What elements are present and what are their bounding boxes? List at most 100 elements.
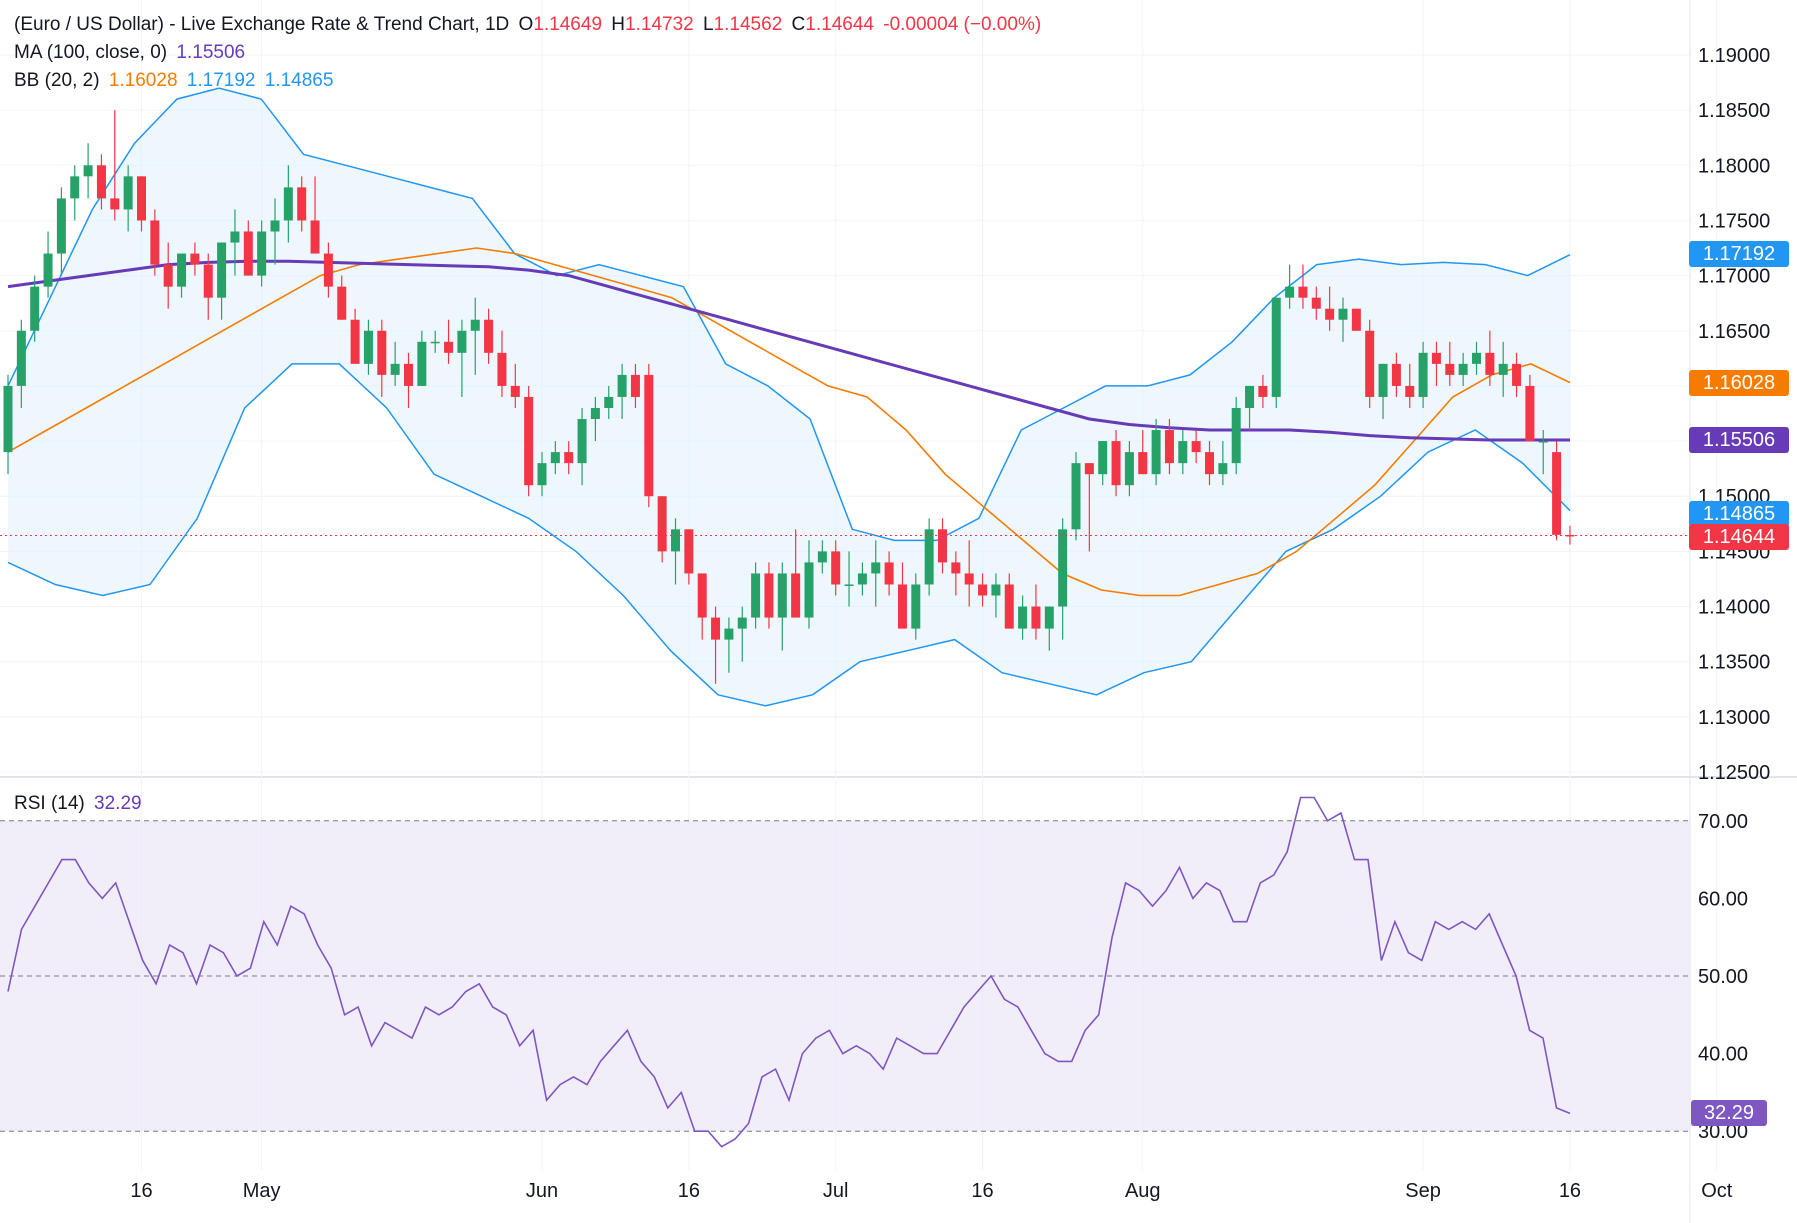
price-tick-label: 1.19000 [1698, 45, 1770, 67]
candle-body [1472, 352, 1481, 364]
price-tick-label: 1.13500 [1698, 652, 1770, 674]
rsi-badge: 32.29 [1691, 1100, 1767, 1127]
bb-legend-lower: 1.14865 [264, 70, 334, 91]
bollinger-band-fill [8, 88, 1570, 706]
candle-body [417, 341, 427, 386]
candle-body [764, 573, 774, 618]
candle-body [577, 419, 587, 464]
close-label: C [791, 14, 806, 35]
candle-body [617, 374, 627, 397]
candle-body [951, 562, 961, 574]
rsi-legend: RSI (14) 32.29 [14, 793, 146, 815]
moving-average-100-line [7, 259, 1570, 442]
bollinger-basis-line [7, 247, 1571, 597]
bollinger-upper-line [7, 87, 1571, 542]
candle-body [630, 374, 640, 397]
candle-body [1351, 308, 1361, 331]
candle-body [537, 463, 547, 486]
candle-body [283, 187, 293, 221]
candle-body [484, 319, 494, 353]
candle-body [1285, 286, 1295, 298]
bb-lower-badge: 1.14865 [1689, 501, 1789, 528]
candle-body [1391, 363, 1401, 386]
candle-body [444, 341, 454, 353]
high-label: H [611, 14, 626, 35]
candle-body [457, 330, 467, 353]
candle-body [1458, 363, 1468, 375]
price-tick-label: 1.18500 [1698, 100, 1770, 122]
chart-header: (Euro / US Dollar) - Live Exchange Rate … [14, 14, 1045, 36]
candle-body [1552, 452, 1562, 535]
candle-body [751, 573, 761, 618]
time-tick-label: Jul [823, 1180, 849, 1202]
time-tick-label: 16 [678, 1180, 700, 1202]
candle-body [844, 584, 854, 586]
candle-body [497, 352, 507, 386]
price-tick-label: 1.14000 [1698, 597, 1770, 619]
candle-body [1325, 308, 1335, 320]
candle-body [978, 584, 988, 596]
candle-body [564, 452, 574, 464]
candle-body [1485, 352, 1495, 375]
ma-legend-value: 1.15506 [176, 42, 246, 63]
candle-body [524, 396, 534, 486]
candle-body [1445, 363, 1455, 375]
candle-body [1018, 606, 1028, 629]
candle-body [1271, 297, 1281, 397]
candle-body [310, 220, 320, 254]
candle-body [1151, 430, 1161, 475]
chart-title: (Euro / US Dollar) - Live Exchange Rate … [14, 14, 510, 35]
candle-body [1218, 463, 1228, 475]
candle-body [163, 264, 173, 287]
candle-body [1365, 330, 1375, 397]
candle-body [1071, 463, 1081, 530]
rsi-tick-label: 70.00 [1698, 811, 1748, 833]
candlestick-series [3, 110, 1575, 684]
bb-legend-upper: 1.17192 [186, 70, 256, 91]
candle-body [1111, 441, 1121, 486]
price-tick-label: 1.17000 [1698, 266, 1770, 288]
candle-body [1565, 534, 1575, 537]
price-tick-label: 1.13000 [1698, 707, 1770, 729]
candle-body [43, 253, 53, 287]
candle-body [724, 628, 734, 640]
candle-body [817, 551, 827, 563]
candle-body [470, 319, 480, 331]
candle-body [1164, 430, 1174, 464]
candle-body [831, 551, 841, 585]
candle-body [1498, 363, 1508, 375]
candle-body [1525, 385, 1535, 442]
price-tick-label: 1.16500 [1698, 321, 1770, 343]
candle-body [1205, 452, 1214, 475]
candle-body [203, 264, 213, 298]
time-tick-label: Sep [1405, 1180, 1441, 1202]
bb-legend: BB (20, 2) 1.16028 1.17192 1.14865 [14, 70, 337, 92]
ma-legend-label: MA (100, close, 0) [14, 42, 168, 63]
bb-legend-basis: 1.16028 [108, 70, 178, 91]
price-tick-label: 1.12500 [1698, 762, 1770, 784]
candle-body [83, 165, 93, 177]
time-tick-label: Jun [526, 1180, 558, 1202]
candle-body [217, 242, 227, 298]
candle-body [190, 253, 200, 265]
candle-body [150, 220, 160, 265]
candle-body [1031, 606, 1041, 629]
rsi-tick-label: 60.00 [1698, 888, 1748, 910]
price-axis: 1.19000 1.18500 1.18000 1.17500 1.17000 1.165… [1698, 45, 1770, 1143]
candle-body [1191, 441, 1201, 453]
rsi-line [7, 796, 1571, 1148]
ma-legend: MA (100, close, 0) 1.15506 [14, 42, 249, 64]
candle-body [644, 374, 654, 497]
candle-body [1538, 441, 1548, 443]
candle-body [297, 187, 307, 221]
candle-body [1311, 297, 1321, 309]
candle-body [430, 341, 440, 344]
candle-body [110, 198, 120, 210]
rsi-legend-value: 32.29 [94, 793, 142, 814]
candle-body [590, 407, 600, 420]
candle-body [1431, 352, 1441, 364]
candle-body [510, 385, 520, 397]
rsi-tick-label: 50.00 [1698, 966, 1748, 988]
ma-badge: 1.15506 [1689, 427, 1789, 454]
candle-body [363, 330, 373, 364]
